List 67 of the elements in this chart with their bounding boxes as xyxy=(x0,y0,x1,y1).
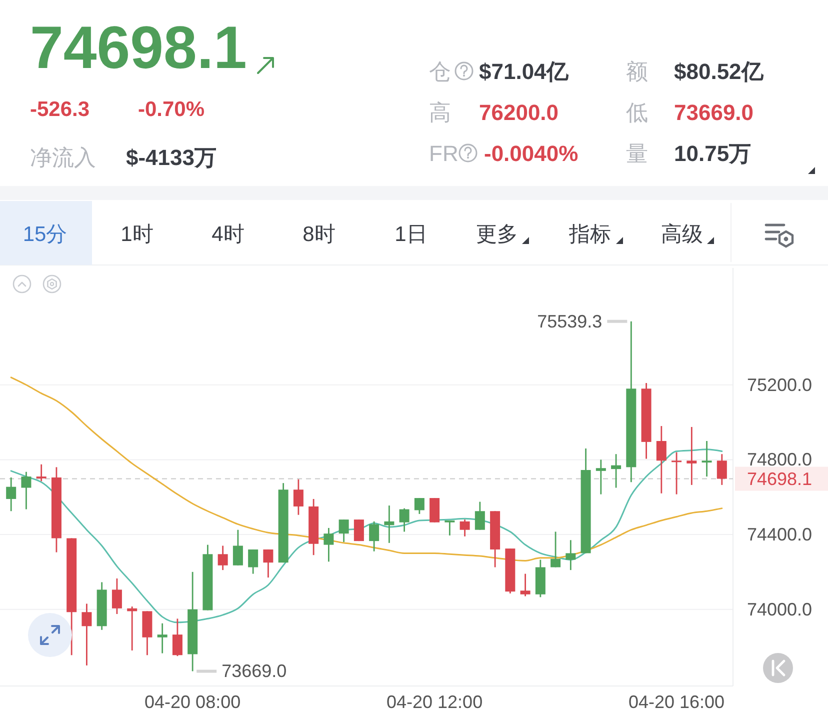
text: 4时 xyxy=(212,223,244,246)
text: 量 xyxy=(626,141,648,166)
text: 净流入 xyxy=(30,145,96,170)
candlestick xyxy=(172,618,182,657)
candlestick xyxy=(444,520,455,536)
text: 73669.0 xyxy=(674,100,754,125)
candlestick xyxy=(218,545,228,571)
annotation: 75539.3 xyxy=(537,311,602,332)
candlestick xyxy=(248,548,258,574)
candlestick xyxy=(566,539,576,571)
candlestick xyxy=(36,464,46,482)
candlestick xyxy=(474,501,485,531)
candlestick xyxy=(369,520,380,552)
candlestick xyxy=(399,508,410,532)
candlestick xyxy=(354,518,364,542)
text: 额 xyxy=(626,59,648,84)
text: -526.3 xyxy=(30,98,90,121)
text: 1日 xyxy=(394,223,428,246)
y-tick-label: 74400.0 xyxy=(747,524,812,545)
candlestick xyxy=(550,531,561,568)
x-tick-label: 04-20 12:00 xyxy=(386,692,483,712)
text: FR xyxy=(429,141,458,166)
candlestick xyxy=(324,527,334,562)
text: 76200.0 xyxy=(479,100,559,125)
y-tick-label: 75200.0 xyxy=(747,374,812,395)
text: 1时 xyxy=(120,223,154,246)
x-tick-label: 04-20 16:00 xyxy=(628,692,725,712)
x-tick-label: 04-20 08:00 xyxy=(144,692,241,712)
text: 低 xyxy=(626,100,648,125)
candlestick xyxy=(21,471,32,510)
text: -0.0040% xyxy=(484,141,578,166)
text: 74698.1 xyxy=(30,14,247,81)
text: 8时 xyxy=(302,223,336,246)
text: 仓 xyxy=(429,59,451,84)
candlestick xyxy=(263,548,274,578)
candlestick xyxy=(293,478,304,516)
text: -0.70% xyxy=(138,98,205,121)
text: 10.75万 xyxy=(674,141,752,166)
candlestick xyxy=(672,452,682,495)
candlestick xyxy=(656,425,666,494)
y-tick-label: 74000.0 xyxy=(747,599,812,620)
candlestick xyxy=(112,578,122,615)
annotation: 73669.0 xyxy=(222,661,287,682)
text: 15分 xyxy=(22,223,68,246)
text: $80.52亿 xyxy=(674,59,764,84)
candlestick xyxy=(716,453,727,486)
ref-line-label: 74698.1 xyxy=(747,468,812,489)
candlestick xyxy=(157,622,168,654)
y-tick-label: 74800.0 xyxy=(747,450,812,470)
candlestick xyxy=(596,459,606,495)
candlestick xyxy=(6,476,16,512)
text: $71.04亿 xyxy=(479,59,570,84)
candlestick xyxy=(384,504,394,544)
candlestick xyxy=(686,426,697,486)
candlestick xyxy=(338,518,349,543)
candlestick xyxy=(82,603,92,666)
candlestick xyxy=(520,573,530,597)
candlestick xyxy=(232,529,243,566)
candlestick xyxy=(611,453,622,488)
text: $-4133万 xyxy=(126,145,217,170)
candlestick xyxy=(702,440,712,478)
candlestick xyxy=(460,518,470,538)
text: 高级 xyxy=(661,223,703,246)
text: 高 xyxy=(429,100,451,125)
text: 指标 xyxy=(568,223,611,246)
candlestick xyxy=(414,497,424,515)
text: 更多 xyxy=(476,223,518,246)
